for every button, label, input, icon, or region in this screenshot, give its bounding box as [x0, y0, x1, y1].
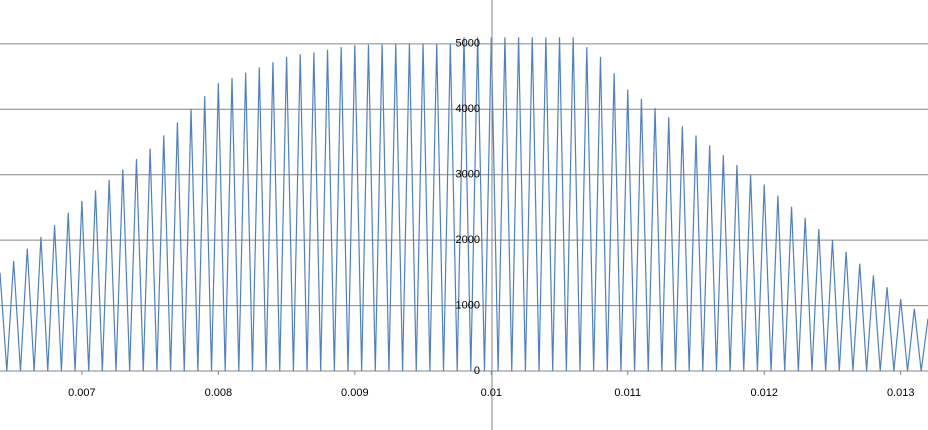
x-tick-label: 0.008	[205, 387, 233, 399]
x-tick-label: 0.007	[68, 387, 96, 399]
y-tick-label: 4000	[456, 103, 480, 115]
x-tick-label: 0.013	[887, 387, 915, 399]
x-tick-label: 0.012	[750, 387, 778, 399]
x-tick-label: 0.01	[481, 387, 502, 399]
y-tick-label: 1000	[456, 299, 480, 311]
x-tick-label: 0.011	[614, 387, 641, 399]
data-line	[0, 37, 928, 372]
y-tick-label: 5000	[456, 38, 480, 50]
y-tick-label: 2000	[456, 234, 480, 246]
x-tick-label: 0.009	[341, 387, 369, 399]
y-tick-label: 0	[474, 365, 480, 377]
y-tick-label: 3000	[456, 169, 480, 181]
